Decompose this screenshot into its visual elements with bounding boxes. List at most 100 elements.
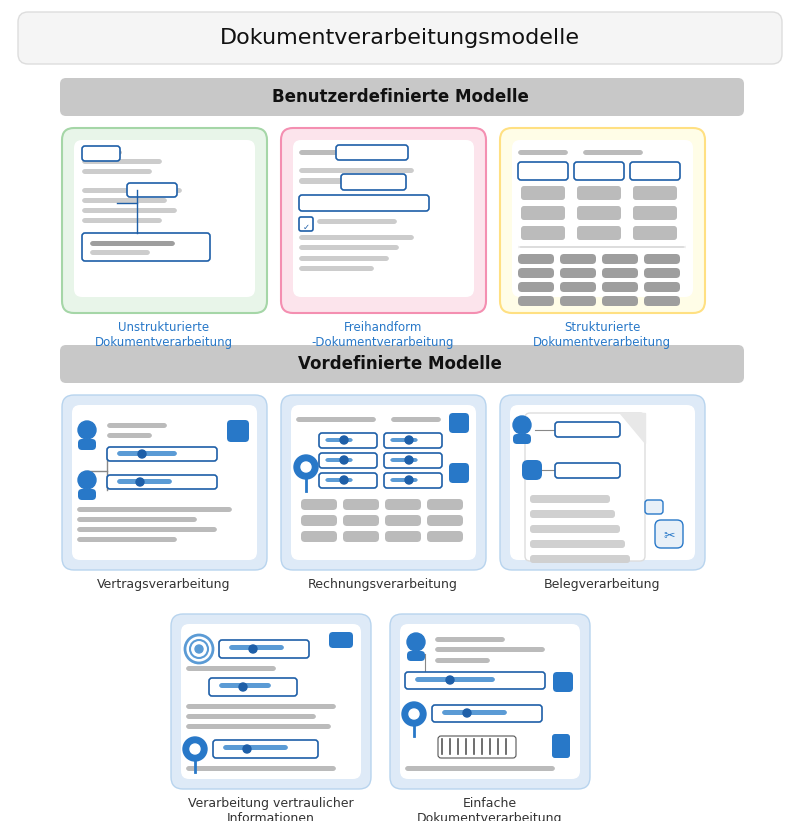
FancyBboxPatch shape (645, 500, 663, 514)
FancyBboxPatch shape (227, 420, 249, 442)
FancyBboxPatch shape (553, 672, 573, 692)
FancyBboxPatch shape (560, 268, 596, 278)
FancyBboxPatch shape (82, 198, 167, 203)
Circle shape (243, 745, 251, 753)
FancyBboxPatch shape (319, 433, 377, 448)
FancyBboxPatch shape (107, 423, 167, 428)
FancyBboxPatch shape (72, 405, 257, 560)
FancyBboxPatch shape (555, 422, 620, 437)
FancyBboxPatch shape (518, 282, 554, 292)
FancyBboxPatch shape (319, 473, 377, 488)
FancyBboxPatch shape (500, 128, 705, 313)
FancyBboxPatch shape (577, 186, 621, 200)
FancyBboxPatch shape (343, 499, 379, 510)
Circle shape (190, 744, 200, 754)
Circle shape (301, 462, 311, 472)
FancyBboxPatch shape (299, 195, 429, 211)
FancyBboxPatch shape (325, 478, 353, 482)
FancyBboxPatch shape (117, 451, 177, 456)
FancyBboxPatch shape (77, 537, 177, 542)
FancyBboxPatch shape (427, 515, 463, 526)
Text: Vordefinierte Modelle: Vordefinierte Modelle (298, 355, 502, 373)
FancyBboxPatch shape (186, 704, 336, 709)
FancyBboxPatch shape (510, 405, 695, 560)
FancyBboxPatch shape (213, 740, 318, 758)
FancyBboxPatch shape (107, 433, 152, 438)
FancyBboxPatch shape (107, 475, 217, 489)
FancyBboxPatch shape (299, 245, 399, 250)
Text: ✓: ✓ (302, 222, 310, 232)
FancyBboxPatch shape (521, 226, 565, 240)
FancyBboxPatch shape (415, 677, 495, 682)
FancyBboxPatch shape (82, 150, 122, 155)
FancyBboxPatch shape (432, 705, 542, 722)
FancyBboxPatch shape (223, 745, 288, 750)
FancyBboxPatch shape (633, 186, 677, 200)
FancyBboxPatch shape (427, 499, 463, 510)
FancyBboxPatch shape (644, 296, 680, 306)
Circle shape (249, 645, 257, 653)
FancyBboxPatch shape (62, 395, 267, 570)
FancyBboxPatch shape (82, 146, 120, 161)
FancyBboxPatch shape (518, 254, 554, 264)
FancyBboxPatch shape (325, 438, 353, 442)
FancyBboxPatch shape (299, 150, 344, 155)
FancyBboxPatch shape (449, 463, 469, 483)
FancyBboxPatch shape (181, 624, 361, 779)
FancyBboxPatch shape (560, 282, 596, 292)
FancyBboxPatch shape (77, 527, 217, 532)
FancyBboxPatch shape (117, 479, 172, 484)
FancyBboxPatch shape (293, 140, 474, 297)
FancyBboxPatch shape (577, 226, 621, 240)
Circle shape (138, 450, 146, 458)
FancyBboxPatch shape (74, 140, 255, 297)
FancyBboxPatch shape (60, 345, 744, 383)
FancyBboxPatch shape (574, 162, 624, 180)
FancyBboxPatch shape (602, 254, 638, 264)
FancyBboxPatch shape (518, 150, 568, 155)
Circle shape (340, 456, 348, 464)
Circle shape (340, 476, 348, 484)
Circle shape (136, 478, 144, 486)
FancyBboxPatch shape (552, 734, 570, 758)
FancyBboxPatch shape (560, 296, 596, 306)
FancyBboxPatch shape (602, 282, 638, 292)
FancyBboxPatch shape (341, 174, 406, 190)
FancyBboxPatch shape (299, 235, 414, 240)
Text: Unstrukturierte
Dokumentverarbeitung: Unstrukturierte Dokumentverarbeitung (95, 321, 233, 349)
FancyBboxPatch shape (391, 417, 441, 422)
FancyBboxPatch shape (343, 531, 379, 542)
Circle shape (78, 421, 96, 439)
FancyBboxPatch shape (343, 515, 379, 526)
FancyBboxPatch shape (521, 206, 565, 220)
FancyBboxPatch shape (513, 434, 531, 444)
FancyBboxPatch shape (127, 183, 177, 197)
Circle shape (409, 709, 419, 719)
FancyBboxPatch shape (530, 525, 620, 533)
FancyBboxPatch shape (384, 453, 442, 468)
FancyBboxPatch shape (518, 245, 686, 249)
FancyBboxPatch shape (186, 666, 276, 671)
FancyBboxPatch shape (630, 162, 680, 180)
FancyBboxPatch shape (390, 458, 418, 462)
FancyBboxPatch shape (530, 555, 630, 563)
FancyBboxPatch shape (435, 637, 505, 642)
FancyBboxPatch shape (90, 250, 150, 255)
FancyBboxPatch shape (390, 478, 418, 482)
FancyBboxPatch shape (530, 510, 615, 518)
FancyBboxPatch shape (602, 268, 638, 278)
FancyBboxPatch shape (78, 439, 96, 450)
FancyBboxPatch shape (442, 710, 507, 715)
FancyBboxPatch shape (171, 614, 371, 789)
FancyBboxPatch shape (186, 714, 316, 719)
FancyBboxPatch shape (583, 150, 643, 155)
FancyBboxPatch shape (301, 531, 337, 542)
FancyBboxPatch shape (522, 460, 542, 480)
FancyBboxPatch shape (644, 254, 680, 264)
FancyBboxPatch shape (512, 140, 693, 297)
Circle shape (183, 737, 207, 761)
FancyBboxPatch shape (60, 78, 744, 116)
FancyBboxPatch shape (427, 531, 463, 542)
FancyBboxPatch shape (82, 208, 177, 213)
FancyBboxPatch shape (219, 640, 309, 658)
